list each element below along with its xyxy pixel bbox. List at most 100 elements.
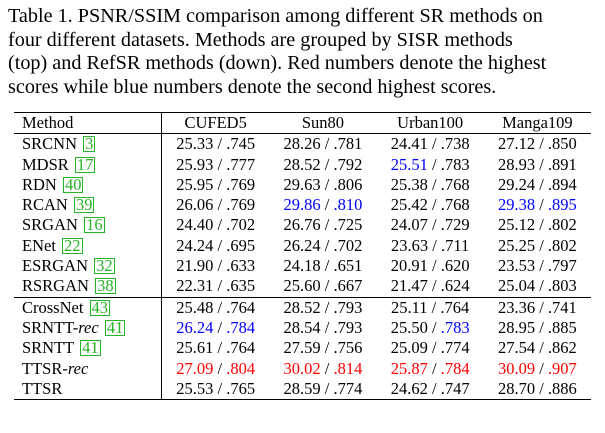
header-row: Method CUFED5 Sun80 Urban100 Manga109 [14,112,591,134]
table-row: SRGAN 16 24.40 / .702 26.76 / .725 24.07 / … [14,215,591,236]
score-cell: 24.41 / .738 [390,134,470,154]
psnr-value: 24.07 [390,215,428,235]
score-cell: 25.33 / .745 [176,134,256,154]
method-label: TTSR- [22,358,68,378]
table-body: SRCNN 3 25.33 / .745 28.26 / .781 24.41 / .… [14,133,591,401]
score-cell: 26.06 / .769 [176,195,256,215]
psnr-value: 28.70 [497,378,536,398]
psnr-value: 26.76 [283,215,321,235]
ssim-value: .635 [226,276,256,296]
table-caption: Table 1. PSNR/SSIM comparison among diff… [8,5,600,99]
score-cell: 29.24 / .894 [497,174,577,194]
citation-link[interactable]: 41 [104,317,126,337]
ssim-value: .810 [333,195,363,215]
score-cell: 20.91 / .620 [390,256,470,276]
ssim-value: .907 [547,358,577,378]
score-cell: 25.95 / .769 [176,174,256,194]
ssim-value: .624 [440,276,470,296]
score-cell: 25.09 / .774 [390,338,470,358]
psnr-value: 24.18 [283,256,321,276]
psnr-value: 29.86 [283,195,321,215]
ssim-value: .797 [547,256,577,276]
method-name: RDN 40 [14,174,162,196]
psnr-value: 25.09 [390,338,428,358]
citation-link[interactable]: 22 [62,235,83,255]
citation-link[interactable]: 40 [62,174,84,194]
header-method: Method [14,112,162,134]
score-cell: 28.95 / .885 [497,317,577,337]
method-name: MDSR 17 [14,154,162,175]
method-name: ENet 22 [14,235,162,257]
method-name: CrossNet 43 [14,296,162,318]
results-table: Method CUFED5 Sun80 Urban100 Manga109 SR… [14,112,591,401]
method-label: SRNTT [22,338,74,358]
psnr-value: 29.24 [497,174,536,194]
citation-link[interactable]: 41 [80,338,101,358]
psnr-value: 25.53 [176,378,214,398]
psnr-value: 25.04 [497,276,536,296]
citation-link[interactable]: 43 [89,297,111,317]
method-name: SRCNN 3 [14,133,162,155]
ssim-value: .741 [547,297,577,317]
psnr-value: 25.11 [391,297,428,317]
ssim-value: .895 [547,195,577,215]
psnr-value: 25.48 [176,297,214,317]
ssim-value: .783 [440,154,470,174]
score-cell: 25.61 / .764 [176,338,256,358]
method-name: SRGAN 16 [14,215,162,236]
table-row: TTSR-rec 27.09 / .804 30.02 / .814 25.87 / … [14,358,591,379]
ssim-value: .764 [440,297,470,317]
ssim-value: .651 [333,256,363,276]
score-cell: 23.36 / .741 [483,296,591,318]
score-cell: 26.24 / .784 [176,317,256,337]
citation-link[interactable]: 38 [95,276,116,296]
score-cell: 27.12 / .850 [497,134,577,154]
ssim-value: .784 [226,317,256,337]
psnr-value: 23.63 [391,235,429,255]
citation-link[interactable]: 17 [74,154,96,174]
score-cell: 29.86 / .810 [283,195,363,215]
score-cell: 22.31 / .635 [176,276,256,296]
psnr-value: 26.24 [283,235,321,255]
score-cell: 25.50 / .783 [390,317,470,337]
table-row: SRNTT 41 25.61 / .764 27.59 / .756 25.09 / … [14,338,591,359]
score-cell: 25.04 / .803 [497,276,577,296]
citation-link[interactable]: 16 [84,215,105,235]
ssim-value: .774 [440,338,470,358]
score-cell: 28.54 / .793 [283,317,363,337]
ssim-value: .802 [547,215,577,235]
method-name: ESRGAN 32 [14,256,162,277]
method-label: CrossNet [22,297,84,317]
table-row: SRCNN 3 25.33 / .745 28.26 / .781 24.41 / .… [14,133,591,155]
psnr-value: 30.09 [497,358,536,378]
psnr-value: 28.52 [283,154,321,174]
ssim-value: .765 [226,378,256,398]
ssim-value: .803 [547,276,577,296]
citation-link[interactable]: 39 [73,195,95,215]
header-manga109: Manga109 [502,113,573,132]
ssim-value: .747 [440,378,470,398]
method-name: TTSR-rec [14,358,162,379]
psnr-value: 25.38 [390,174,428,194]
score-cell: 27.54 / .862 [497,338,577,358]
ssim-value: .745 [226,134,256,154]
score-cell: 30.02 / .814 [283,358,363,378]
ssim-value: .885 [547,317,577,337]
method-label: ENet [22,235,56,255]
score-cell: 23.63 / .711 [391,235,470,255]
score-cell: 21.47 / .624 [390,276,470,296]
psnr-value: 24.40 [176,215,214,235]
ssim-value: .769 [226,174,256,194]
score-cell: 25.53 / .765 [161,378,270,401]
table-row: RSRGAN 38 22.31 / .635 25.60 / .667 21.47 /… [14,276,591,298]
score-cell: 29.38 / .895 [497,195,577,215]
citation-link[interactable]: 3 [83,134,96,154]
score-cell: 26.24 / .702 [283,235,363,255]
ssim-value: .802 [547,235,577,255]
score-cell: 28.93 / .891 [497,154,577,174]
table-row: TTSR 25.53 / .765 28.59 / .774 24.62 / .747… [14,378,591,401]
ssim-value: .756 [333,338,363,358]
citation-link[interactable]: 32 [94,256,115,276]
psnr-value: 25.42 [390,195,428,215]
method-suffix: rec [78,317,99,337]
